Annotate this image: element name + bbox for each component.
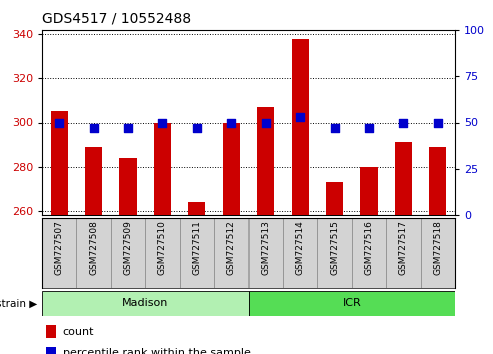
- Bar: [248, 218, 283, 288]
- Bar: [395, 142, 412, 215]
- Bar: [46, 347, 57, 354]
- Point: [227, 120, 235, 125]
- Bar: [291, 39, 309, 215]
- Text: GSM727518: GSM727518: [433, 220, 442, 275]
- Text: GSM727509: GSM727509: [124, 220, 133, 275]
- Point: [193, 125, 201, 131]
- Point: [399, 120, 407, 125]
- Text: GSM727517: GSM727517: [399, 220, 408, 275]
- Bar: [154, 122, 171, 215]
- Bar: [429, 147, 446, 215]
- Text: Madison: Madison: [122, 298, 169, 308]
- Bar: [386, 218, 421, 288]
- Point: [124, 125, 132, 131]
- Point: [296, 114, 304, 120]
- Text: percentile rank within the sample: percentile rank within the sample: [63, 348, 250, 354]
- Point: [365, 125, 373, 131]
- Text: GSM727510: GSM727510: [158, 220, 167, 275]
- Bar: [111, 218, 145, 288]
- Bar: [223, 122, 240, 215]
- Text: strain ▶: strain ▶: [0, 298, 37, 308]
- Bar: [145, 218, 179, 288]
- Text: GSM727515: GSM727515: [330, 220, 339, 275]
- Bar: [179, 218, 214, 288]
- Text: GSM727516: GSM727516: [364, 220, 374, 275]
- Bar: [188, 202, 206, 215]
- Point: [262, 120, 270, 125]
- Bar: [352, 218, 386, 288]
- Bar: [85, 147, 102, 215]
- Text: GDS4517 / 10552488: GDS4517 / 10552488: [42, 12, 191, 26]
- Bar: [76, 218, 111, 288]
- Point: [55, 120, 63, 125]
- Text: GSM727512: GSM727512: [227, 220, 236, 275]
- Point: [90, 125, 98, 131]
- Text: GSM727513: GSM727513: [261, 220, 270, 275]
- Text: count: count: [63, 327, 94, 337]
- Bar: [42, 218, 76, 288]
- Text: GSM727508: GSM727508: [89, 220, 98, 275]
- Text: GSM727507: GSM727507: [55, 220, 64, 275]
- Bar: [42, 291, 248, 316]
- Bar: [46, 325, 57, 338]
- Point: [159, 120, 167, 125]
- Bar: [51, 112, 68, 215]
- Bar: [257, 107, 274, 215]
- Bar: [283, 218, 317, 288]
- Bar: [326, 182, 343, 215]
- Bar: [214, 218, 248, 288]
- Bar: [248, 291, 455, 316]
- Point: [331, 125, 339, 131]
- Text: GSM727511: GSM727511: [192, 220, 201, 275]
- Bar: [421, 218, 455, 288]
- Bar: [119, 158, 137, 215]
- Bar: [317, 218, 352, 288]
- Bar: [360, 166, 378, 215]
- Text: GSM727514: GSM727514: [296, 220, 305, 275]
- Text: ICR: ICR: [342, 298, 361, 308]
- Point: [434, 120, 442, 125]
